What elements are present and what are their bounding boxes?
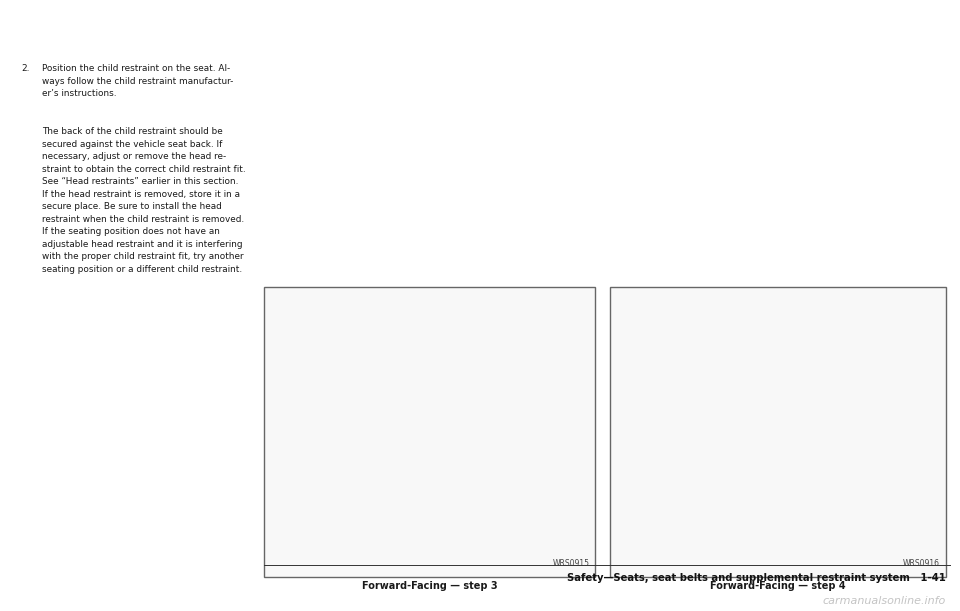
Text: Forward-Facing — step 4: Forward-Facing — step 4 — [709, 581, 846, 591]
Text: WRS0915: WRS0915 — [552, 559, 589, 568]
Text: Forward-Facing — step 3: Forward-Facing — step 3 — [362, 581, 497, 591]
Text: Safety—Seats, seat belts and supplemental restraint system   1-41: Safety—Seats, seat belts and supplementa… — [566, 573, 946, 583]
Text: The back of the child restraint should be
secured against the vehicle seat back.: The back of the child restraint should b… — [42, 127, 246, 274]
Bar — [610, 287, 946, 577]
Text: Position the child restraint on the seat. Al-
ways follow the child restraint ma: Position the child restraint on the seat… — [42, 64, 233, 98]
Bar — [264, 287, 595, 577]
Text: carmanualsonline.info: carmanualsonline.info — [823, 596, 946, 606]
Text: WRS0916: WRS0916 — [902, 559, 940, 568]
Text: 2.: 2. — [21, 64, 30, 73]
